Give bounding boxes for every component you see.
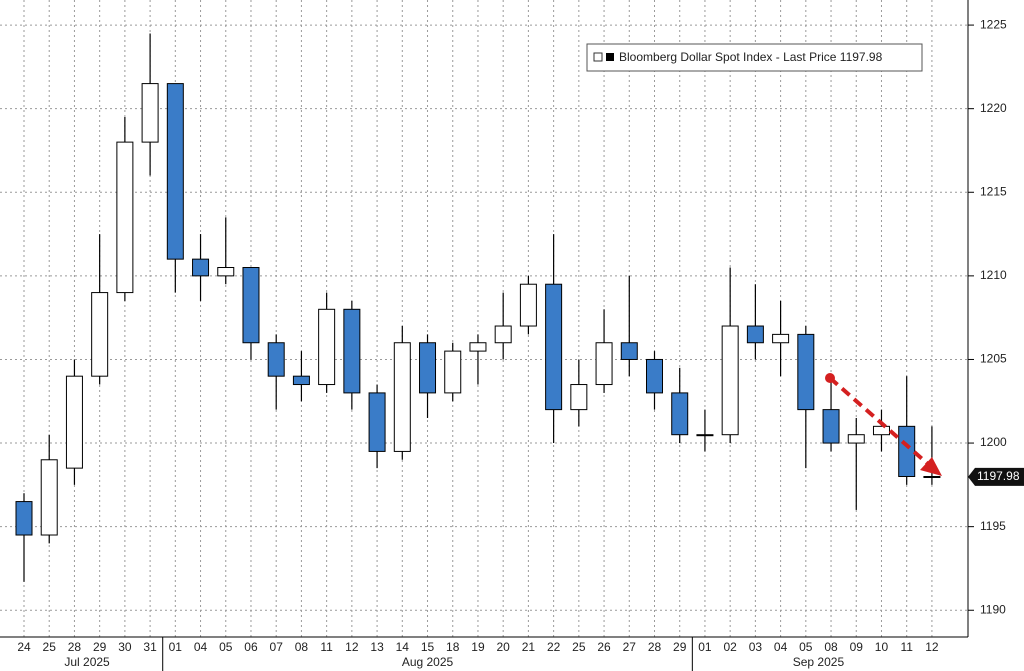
y-tick-label: 1225 (980, 17, 1007, 31)
candle-body (872, 425, 890, 436)
y-tick-label: 1215 (980, 184, 1007, 198)
arrow-head (920, 457, 942, 476)
candle-body (822, 409, 840, 444)
month-label: Jul 2025 (64, 655, 110, 669)
x-tick-label: 29 (673, 640, 687, 654)
x-tick-label: 30 (118, 640, 132, 654)
y-tick-label: 1190 (980, 602, 1006, 616)
candle-body (494, 325, 512, 344)
y-tick-label: 1205 (980, 352, 1007, 366)
candle-body (65, 375, 83, 469)
x-tick-label: 21 (522, 640, 536, 654)
x-tick-label: 08 (295, 640, 309, 654)
candle-body (570, 384, 588, 411)
candle-body (772, 333, 790, 344)
month-label: Sep 2025 (793, 655, 845, 669)
x-tick-label: 14 (396, 640, 410, 654)
candle-body (40, 459, 58, 536)
candle-body (192, 258, 210, 277)
legend-label: Bloomberg Dollar Spot Index - Last Price… (619, 50, 883, 64)
candles (15, 33, 941, 582)
x-tick-label: 15 (421, 640, 435, 654)
arrow-start (825, 373, 835, 383)
x-tick-label: 08 (824, 640, 838, 654)
candle-body (166, 83, 184, 260)
legend-swatch (593, 52, 603, 62)
x-tick-label: 26 (597, 640, 611, 654)
candle-body (318, 308, 336, 386)
x-tick-label: 12 (925, 640, 939, 654)
x-tick-label: 29 (93, 640, 107, 654)
candle-body (267, 342, 285, 377)
candle-body (15, 501, 33, 536)
candle-body (696, 434, 714, 437)
x-tick-label: 11 (320, 640, 333, 654)
legend: Bloomberg Dollar Spot Index - Last Price… (586, 43, 923, 72)
x-tick-label: 25 (572, 640, 586, 654)
x-tick-label: 22 (547, 640, 561, 654)
y-tick-label: 1200 (980, 435, 1007, 449)
candle-body (242, 267, 260, 344)
x-tick-label: 05 (219, 640, 233, 654)
x-tick-label: 06 (244, 640, 258, 654)
x-tick-label: 04 (774, 640, 788, 654)
candle-body (646, 358, 663, 394)
candle-body (469, 342, 487, 352)
candle-body (721, 325, 739, 436)
last-price-label: 1197.98 (977, 469, 1020, 483)
x-tick-label: 04 (194, 640, 208, 654)
x-tick-label: 25 (43, 640, 57, 654)
candle-body (847, 434, 865, 444)
candle-body (797, 333, 815, 411)
x-tick-label: 10 (875, 640, 889, 654)
x-tick-label: 20 (497, 640, 511, 654)
legend-swatch (606, 53, 614, 61)
candle-body (595, 342, 613, 386)
candle-body (671, 392, 689, 436)
candle-body (292, 375, 310, 386)
candle-body (368, 392, 386, 452)
legend-box (586, 43, 923, 72)
candle-body (419, 342, 437, 394)
candle-body (898, 425, 916, 477)
candle-body (620, 342, 638, 360)
x-tick-label: 13 (370, 640, 384, 654)
x-tick-label: 03 (749, 640, 763, 654)
candle-body (444, 350, 462, 394)
x-tick-label: 02 (723, 640, 737, 654)
candle-body (91, 292, 109, 377)
x-tick-label: 01 (698, 640, 712, 654)
x-tick-label: 24 (17, 640, 31, 654)
y-tick-label: 1220 (980, 101, 1007, 115)
arrow-line (828, 376, 930, 466)
x-tick-label: 11 (900, 640, 913, 654)
x-tick-label: 31 (143, 640, 157, 654)
candle-body (343, 308, 361, 394)
candle-body (116, 141, 134, 294)
x-tick-label: 27 (623, 640, 637, 654)
candle-body (217, 267, 235, 277)
month-label: Aug 2025 (402, 655, 454, 669)
y-tick-label: 1210 (980, 268, 1007, 282)
candle-body (519, 283, 537, 327)
candle-body (923, 475, 941, 478)
x-tick-label: 12 (345, 640, 359, 654)
x-tick-label: 28 (648, 640, 662, 654)
candle-body (545, 283, 563, 411)
candle-body (141, 83, 159, 143)
x-tick-label: 05 (799, 640, 813, 654)
x-tick-label: 07 (270, 640, 284, 654)
candle-body (393, 342, 411, 452)
trend-arrow (825, 373, 942, 476)
candle-body (746, 325, 764, 344)
y-tick-label: 1195 (980, 519, 1006, 533)
x-tick-label: 28 (68, 640, 82, 654)
x-tick-label: 19 (471, 640, 485, 654)
x-tick-label: 01 (169, 640, 183, 654)
last-price-marker (968, 467, 1024, 486)
x-tick-label: 18 (446, 640, 460, 654)
x-tick-label: 09 (850, 640, 864, 654)
